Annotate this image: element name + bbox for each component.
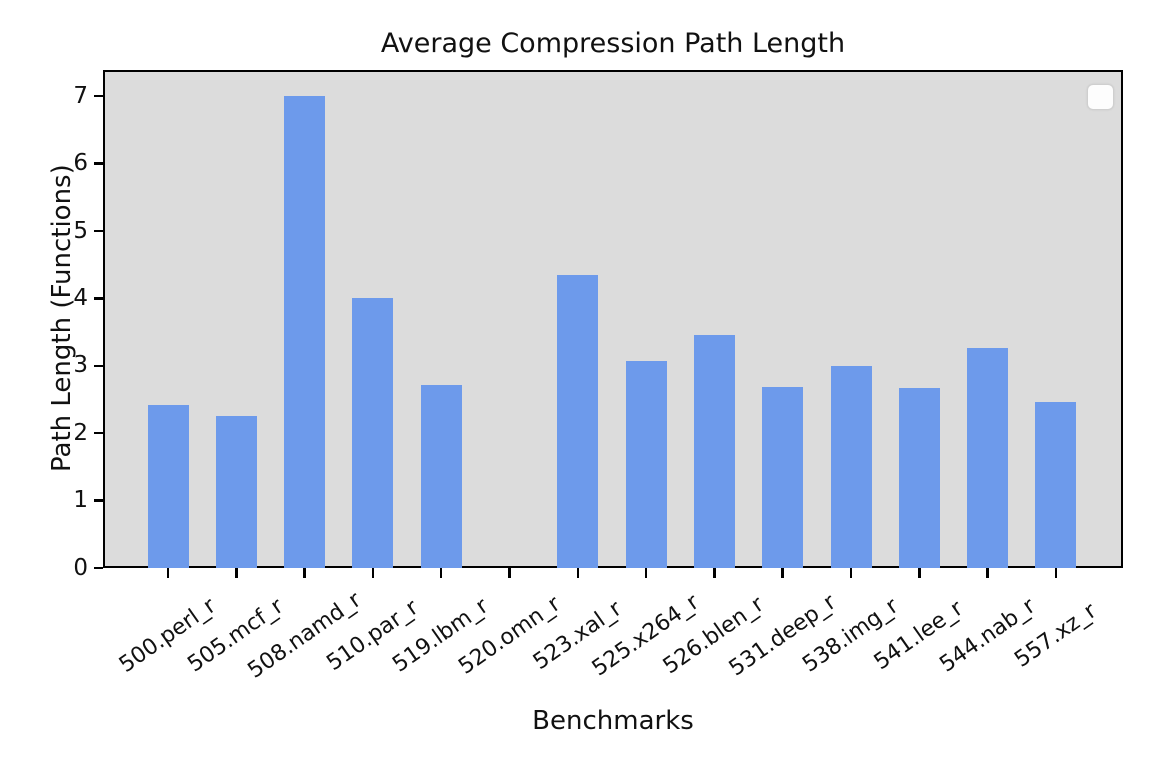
y-tick-label: 2 [73,419,88,446]
y-tick-label: 5 [73,217,88,244]
x-tick-mark [303,568,306,578]
x-tick-mark [371,568,375,578]
bar-531.deep_r [762,386,804,568]
legend-box [1087,84,1114,110]
x-tick-mark [508,568,511,578]
x-tick-mark [986,568,989,578]
y-tick-mark [94,566,103,570]
x-tick-mark [849,568,853,578]
y-tick-mark [94,499,103,502]
bar-508.namd_r [284,96,326,568]
x-tick-mark [576,568,580,578]
bar-523.xal_r [557,275,599,568]
y-tick-mark [94,364,103,368]
plot-area [103,70,1123,568]
bar-500.perl_r [147,404,189,568]
y-tick-label: 4 [73,284,88,311]
y-tick-label: 0 [73,554,88,581]
y-tick-mark [94,94,103,98]
x-tick-mark [1054,568,1058,578]
bar-538.img_r [830,365,872,568]
x-tick-mark [439,568,443,578]
bar-505.mcf_r [215,415,257,568]
y-tick-mark [94,431,103,435]
y-tick-label: 6 [73,150,88,177]
x-tick-mark [166,568,170,578]
x-tick-mark [918,568,921,578]
x-tick-mark [713,568,716,578]
y-tick-label: 7 [73,82,88,109]
y-tick-mark [94,297,103,300]
y-tick-mark [94,229,103,233]
y-tick-label: 3 [73,352,88,379]
x-tick-mark [644,568,648,578]
bar-519.lbm_r [420,384,462,568]
bar-525.x264_r [625,361,667,568]
bar-526.blen_r [693,334,735,568]
x-tick-mark [781,568,784,578]
x-axis-label: Benchmarks [532,706,694,736]
bar-510.par_r [352,298,394,568]
x-tick-mark [235,568,238,578]
y-tick-mark [94,162,103,165]
y-tick-label: 1 [73,487,88,514]
chart-title: Average Compression Path Length [380,28,846,59]
bar-544.nab_r [967,348,1009,568]
bar-557.xz_r [1035,401,1077,568]
bar-541.lee_r [898,388,940,568]
